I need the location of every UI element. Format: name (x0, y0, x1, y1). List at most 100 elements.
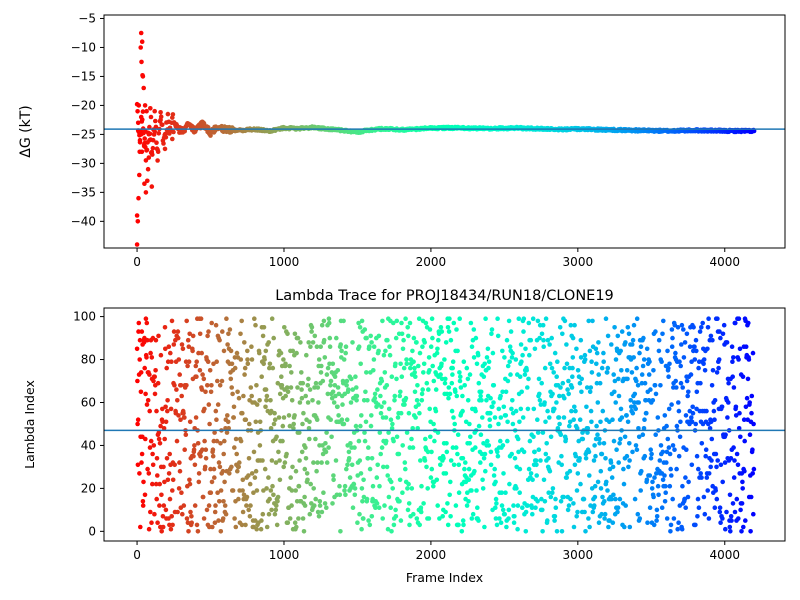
lambda-point (377, 483, 382, 489)
lambda-point (688, 372, 694, 377)
lambda-point (713, 451, 719, 457)
lambda-point (217, 499, 222, 504)
lambda-point (461, 522, 466, 528)
lambda-point (424, 380, 430, 386)
lambda-point (510, 421, 516, 427)
lambda-point (210, 447, 216, 453)
lambda-point (303, 393, 309, 399)
lambda-point (271, 335, 277, 341)
lambda-point (398, 518, 404, 523)
lambda-point (216, 518, 221, 523)
lambda-point (588, 408, 594, 414)
lambda-point (200, 494, 206, 500)
lambda-point (702, 511, 708, 517)
y-tick-label: 20 (81, 481, 96, 495)
lambda-point (220, 329, 225, 334)
y-tick-label: −15 (71, 69, 96, 83)
lambda-point (222, 503, 228, 508)
lambda-point (720, 516, 725, 521)
lambda-point (577, 380, 583, 386)
lambda-point (690, 404, 695, 410)
lambda-point (491, 400, 496, 405)
lambda-point (708, 464, 713, 470)
lambda-point (600, 494, 605, 500)
delta-g-point (135, 109, 140, 114)
lambda-point (352, 486, 358, 491)
lambda-point (235, 468, 240, 474)
lambda-point (277, 458, 282, 463)
delta-g-point (137, 137, 143, 143)
lambda-point (167, 451, 172, 457)
lambda-point (205, 359, 211, 365)
lambda-point (226, 426, 231, 431)
lambda-point (737, 410, 742, 416)
lambda-point (455, 451, 460, 457)
lambda-point (295, 385, 300, 390)
lambda-point (448, 479, 453, 485)
lambda-point (552, 406, 557, 412)
lambda-point (540, 529, 545, 534)
lambda-point (272, 410, 277, 416)
lambda-point (655, 483, 661, 489)
lambda-point (629, 370, 635, 375)
delta-g-x-ticks: 0 1000 2000 3000 4000 (133, 248, 740, 269)
lambda-point (636, 426, 641, 431)
lambda-point (162, 479, 167, 485)
lambda-point (689, 415, 694, 420)
y-tick-label: −5 (78, 11, 96, 25)
lambda-point (515, 503, 521, 508)
lambda-point (594, 350, 600, 356)
lambda-point (572, 462, 578, 468)
lambda-point (377, 430, 383, 435)
lambda-x-axis-label: Frame Index (406, 570, 483, 585)
lambda-point (371, 344, 377, 350)
lambda-point (289, 370, 294, 375)
lambda-point (684, 378, 690, 384)
lambda-point (264, 524, 270, 530)
lambda-point (225, 419, 231, 425)
lambda-point (659, 359, 664, 365)
lambda-y-axis-label: Lambda Index (22, 380, 37, 469)
lambda-point (509, 451, 514, 457)
lambda-point (522, 372, 528, 377)
x-tick-label: 4000 (709, 255, 740, 269)
lambda-point (595, 432, 600, 438)
lambda-point (346, 456, 352, 461)
lambda-point (650, 479, 655, 485)
lambda-point (232, 516, 237, 521)
lambda-point (734, 496, 740, 502)
lambda-point (630, 449, 635, 455)
lambda-point (678, 380, 684, 386)
lambda-point (549, 365, 555, 371)
lambda-point (264, 398, 269, 403)
lambda-point (269, 458, 275, 463)
lambda-point (708, 419, 714, 425)
lambda-point (401, 365, 407, 371)
lambda-point (476, 380, 482, 386)
lambda-point (194, 522, 200, 528)
y-tick-label: −40 (71, 214, 96, 228)
lambda-point (504, 524, 509, 530)
lambda-point (394, 318, 400, 324)
lambda-point (281, 415, 287, 420)
lambda-point (534, 473, 539, 478)
lambda-point (249, 393, 254, 399)
lambda-point (635, 383, 641, 388)
lambda-point (530, 511, 535, 517)
lambda-point (648, 456, 654, 461)
lambda-point (163, 346, 168, 352)
lambda-point (667, 483, 673, 489)
lambda-point (498, 438, 503, 444)
lambda-point (397, 393, 403, 399)
lambda-point (415, 383, 420, 388)
lambda-point (728, 514, 734, 519)
delta-g-point (138, 114, 144, 120)
lambda-point (495, 333, 501, 339)
lambda-point (367, 344, 372, 350)
lambda-point (178, 417, 183, 423)
lambda-point (368, 423, 374, 429)
lambda-point (718, 462, 724, 468)
lambda-point (187, 419, 193, 425)
lambda-point (379, 404, 384, 410)
lambda-point (435, 430, 441, 435)
